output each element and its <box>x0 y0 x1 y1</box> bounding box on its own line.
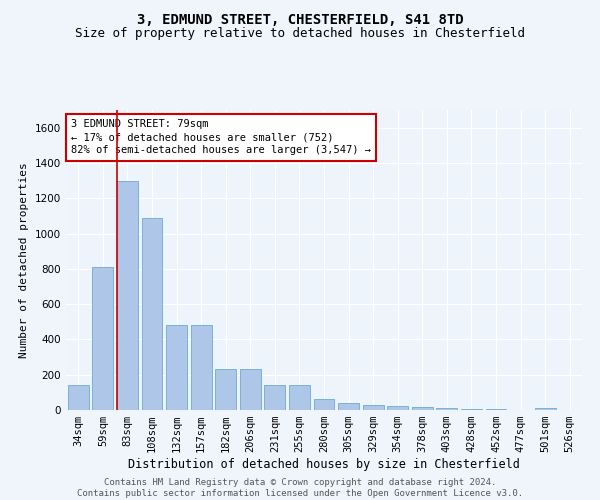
Bar <box>265 386 286 410</box>
Bar <box>117 180 138 410</box>
Bar <box>166 326 187 410</box>
Bar <box>289 386 310 410</box>
Bar <box>535 408 556 410</box>
Text: 3, EDMUND STREET, CHESTERFIELD, S41 8TD: 3, EDMUND STREET, CHESTERFIELD, S41 8TD <box>137 12 463 26</box>
Text: 3 EDMUND STREET: 79sqm
← 17% of detached houses are smaller (752)
82% of semi-de: 3 EDMUND STREET: 79sqm ← 17% of detached… <box>71 119 371 156</box>
Text: Size of property relative to detached houses in Chesterfield: Size of property relative to detached ho… <box>75 28 525 40</box>
Bar <box>215 370 236 410</box>
Y-axis label: Number of detached properties: Number of detached properties <box>19 162 29 358</box>
Bar <box>436 408 457 410</box>
X-axis label: Distribution of detached houses by size in Chesterfield: Distribution of detached houses by size … <box>128 458 520 471</box>
Bar <box>412 408 433 410</box>
Bar <box>240 370 261 410</box>
Bar <box>387 406 408 410</box>
Bar <box>338 403 359 410</box>
Bar <box>142 218 163 410</box>
Bar <box>68 386 89 410</box>
Bar <box>314 398 334 410</box>
Bar <box>191 326 212 410</box>
Bar <box>362 404 383 410</box>
Text: Contains HM Land Registry data © Crown copyright and database right 2024.
Contai: Contains HM Land Registry data © Crown c… <box>77 478 523 498</box>
Bar <box>92 267 113 410</box>
Bar <box>461 409 482 410</box>
